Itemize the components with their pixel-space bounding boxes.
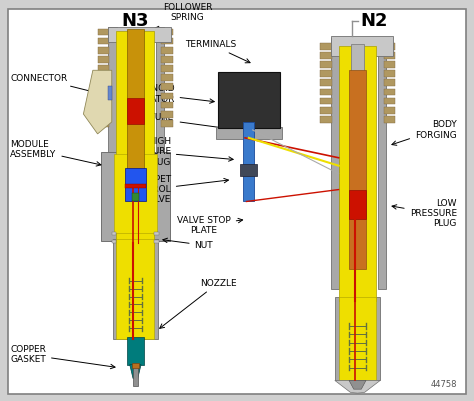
Text: N2: N2	[360, 12, 388, 30]
Bar	[161, 38, 173, 45]
Bar	[98, 65, 109, 72]
Bar	[98, 93, 109, 99]
Polygon shape	[83, 70, 112, 134]
Bar	[161, 74, 173, 81]
Text: BODY
FORGING: BODY FORGING	[392, 120, 457, 145]
Bar	[383, 107, 395, 113]
Polygon shape	[349, 381, 366, 389]
Bar	[383, 116, 395, 123]
Bar	[109, 26, 171, 43]
Bar	[133, 365, 138, 387]
Bar	[216, 127, 282, 139]
Bar	[161, 111, 173, 117]
Text: VALVE STOP
PLATE: VALVE STOP PLATE	[177, 216, 243, 235]
Bar	[338, 47, 376, 301]
Text: CONNECTOR: CONNECTOR	[10, 74, 99, 94]
Bar	[240, 164, 257, 176]
Bar	[319, 89, 331, 95]
Bar	[161, 93, 173, 99]
Polygon shape	[335, 381, 380, 393]
Bar	[156, 26, 164, 233]
Bar	[127, 28, 144, 174]
Bar	[319, 70, 331, 77]
Bar	[330, 38, 339, 289]
Bar	[132, 363, 139, 368]
Text: NUT: NUT	[163, 238, 213, 250]
Bar	[127, 98, 144, 124]
Bar	[155, 240, 158, 243]
Bar	[161, 56, 173, 63]
Bar	[319, 116, 331, 123]
Bar	[335, 297, 380, 381]
Text: N3: N3	[122, 12, 149, 30]
Text: NOZZLE: NOZZLE	[160, 279, 237, 328]
Bar	[109, 26, 117, 233]
Bar	[125, 184, 146, 188]
Bar	[218, 72, 280, 128]
Bar	[98, 28, 109, 35]
Bar	[378, 38, 386, 289]
Bar	[383, 89, 395, 95]
Bar	[112, 240, 117, 243]
Bar	[351, 45, 364, 82]
Bar	[98, 47, 109, 54]
Bar	[132, 193, 139, 201]
Text: SOLENOID
STATOR: SOLENOID STATOR	[128, 85, 214, 104]
Bar	[98, 38, 109, 45]
Bar	[117, 239, 155, 339]
Bar	[349, 70, 366, 269]
Bar	[109, 86, 112, 100]
Bar	[114, 154, 156, 233]
Bar	[383, 98, 395, 105]
Bar	[319, 61, 331, 68]
Text: POPPET
CONTROL
VALVE: POPPET CONTROL VALVE	[127, 175, 228, 205]
Bar	[161, 28, 173, 35]
Bar	[161, 102, 173, 108]
Text: COPPER
GASKET: COPPER GASKET	[10, 345, 115, 369]
Text: MODULE
ASSEMBLY: MODULE ASSEMBLY	[10, 140, 101, 166]
Bar	[161, 47, 173, 54]
Bar	[98, 74, 109, 81]
Bar	[113, 239, 158, 339]
Bar	[349, 190, 366, 219]
Text: 44758: 44758	[430, 380, 457, 389]
Bar	[383, 70, 395, 77]
Bar	[161, 83, 173, 90]
Text: ARMATURE: ARMATURE	[125, 113, 234, 131]
Bar	[330, 36, 393, 57]
Bar	[98, 56, 109, 63]
Bar	[161, 65, 173, 72]
Text: TERMINALS: TERMINALS	[185, 40, 250, 63]
Bar	[161, 120, 173, 127]
Bar	[383, 52, 395, 59]
Bar	[319, 79, 331, 86]
Bar	[98, 111, 109, 117]
Bar	[319, 43, 331, 50]
Bar	[127, 338, 144, 365]
Bar	[155, 232, 158, 235]
Bar	[338, 297, 376, 381]
Text: LOW
PRESSURE
PLUG: LOW PRESSURE PLUG	[392, 198, 457, 228]
Bar	[243, 122, 255, 201]
Polygon shape	[130, 365, 141, 379]
Text: HIGH
PRESSURE
PLUG: HIGH PRESSURE PLUG	[124, 137, 233, 167]
Bar	[117, 30, 155, 281]
Bar	[98, 102, 109, 108]
Bar	[112, 232, 117, 235]
Bar	[98, 83, 109, 90]
Text: FOLLOWER
SPRING: FOLLOWER SPRING	[144, 3, 212, 34]
Bar	[101, 152, 170, 241]
Bar	[383, 79, 395, 86]
Bar	[98, 120, 109, 127]
Bar	[319, 107, 331, 113]
Bar	[319, 52, 331, 59]
Bar	[383, 43, 395, 50]
Bar	[125, 168, 146, 201]
Bar	[319, 98, 331, 105]
Bar	[383, 61, 395, 68]
